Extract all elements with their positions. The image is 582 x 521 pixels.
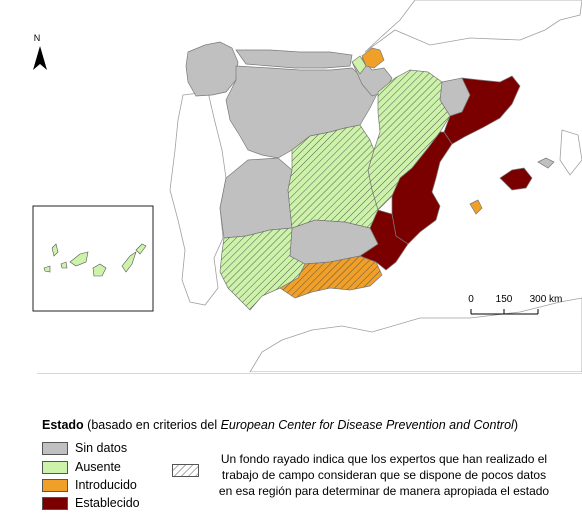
island-el-hierro xyxy=(43,265,51,273)
africa-outline xyxy=(249,297,582,372)
island-gran-canaria xyxy=(92,263,107,277)
region-extremadura xyxy=(219,157,293,239)
hatch-note-line-1: Un fondo rayado indica que los expertos … xyxy=(220,452,548,466)
scale-label-150: 150 xyxy=(496,294,513,305)
region-andalusia-west-hatch xyxy=(220,228,305,310)
region-menorca xyxy=(537,157,555,169)
legend-divider xyxy=(37,373,582,374)
france-outline xyxy=(364,0,582,53)
legend-item-sin-datos: Sin datos xyxy=(42,441,127,455)
legend-title-italic: European Center for Disease Prevention a… xyxy=(220,418,514,432)
region-andalusia-east-hatch xyxy=(280,256,382,298)
island-la-gomera xyxy=(60,261,68,269)
regions-establecido xyxy=(359,75,555,271)
region-mallorca xyxy=(499,167,533,191)
scale-bar xyxy=(470,309,539,315)
canary-islands xyxy=(43,243,147,277)
hatch-note-line-3: en esa región para determinar de manera … xyxy=(218,484,550,498)
legend-title-text-1: (basado en criterios del xyxy=(83,418,221,432)
legend-swatch-introducido xyxy=(42,478,68,492)
legend-swatch-establecido xyxy=(42,496,68,510)
island-lanzarote xyxy=(135,243,147,255)
legend-title-text-2: ) xyxy=(513,418,518,432)
legend-swatch-ausente xyxy=(42,460,68,474)
hatch-note-line-2: trabajo de campo consideran que se dispo… xyxy=(221,468,547,482)
region-ibiza xyxy=(469,199,483,215)
region-aragon-hatch xyxy=(368,70,450,210)
legend-label: Sin datos xyxy=(75,441,128,455)
island-la-palma xyxy=(51,243,59,257)
region-catalonia xyxy=(443,75,521,145)
legend-label: Introducido xyxy=(75,478,137,492)
region-asturias-cantabria xyxy=(235,49,353,69)
portugal-outline xyxy=(169,91,227,306)
legend-item-ausente: Ausente xyxy=(42,460,121,474)
legend-swatch-sin-datos xyxy=(42,441,68,455)
legend-item-introducido: Introducido xyxy=(42,478,137,492)
region-gipuzkoa xyxy=(361,47,385,69)
italy-sardinia-outline xyxy=(559,129,582,176)
hatch-note-text: Un fondo rayado indica que los expertos … xyxy=(204,451,564,499)
region-galicia xyxy=(185,41,239,97)
north-arrow-icon xyxy=(33,46,47,70)
north-label: N xyxy=(34,33,41,43)
regions-introducido xyxy=(279,47,483,299)
regions-ausente xyxy=(219,55,451,311)
scale-label-0: 0 xyxy=(468,294,474,305)
island-fuerteventura xyxy=(121,251,137,273)
region-castilla-lamancha-hatch xyxy=(288,125,378,228)
legend-label: Establecido xyxy=(75,496,140,510)
canary-islands-inset-frame xyxy=(32,205,154,312)
hatch-swatch-icon xyxy=(172,464,199,477)
legend-item-establecido: Establecido xyxy=(42,496,140,510)
legend-title: Estado (basado en criterios del European… xyxy=(42,418,518,432)
island-tenerife xyxy=(69,251,89,267)
legend-label: Ausente xyxy=(75,460,121,474)
region-murcia xyxy=(359,209,409,271)
scale-label-300: 300 km xyxy=(530,294,563,305)
legend-title-bold: Estado xyxy=(42,418,84,432)
north-arrow: N xyxy=(33,33,47,70)
